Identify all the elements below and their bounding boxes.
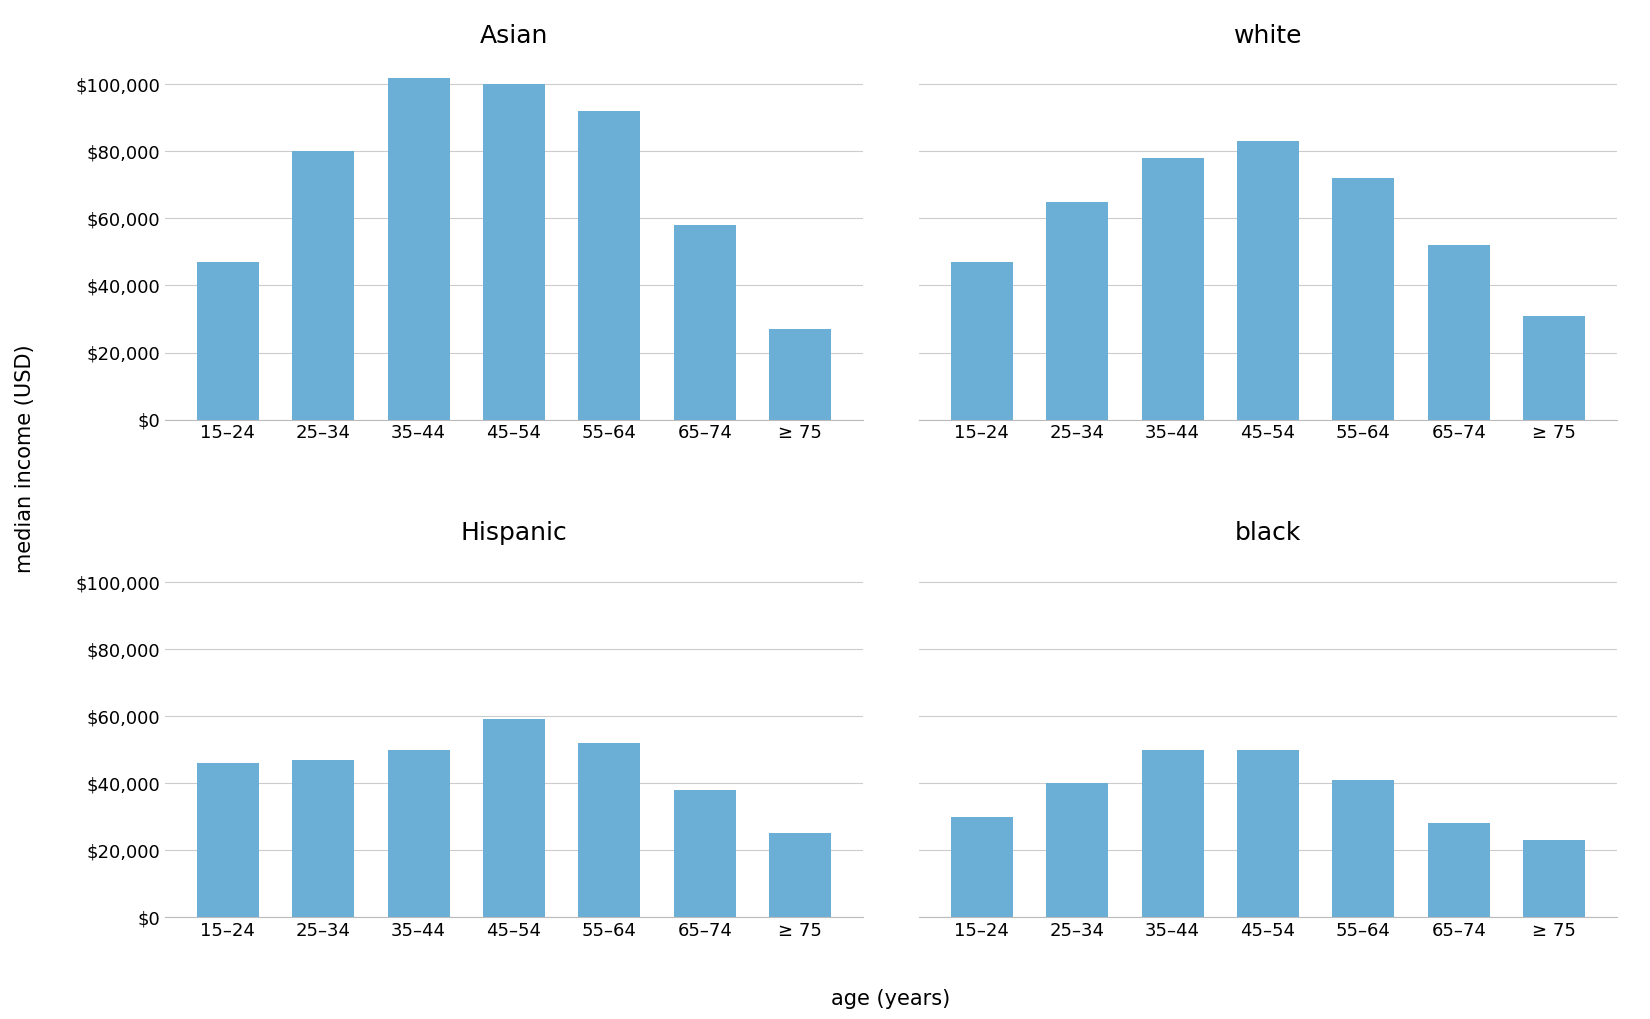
- Bar: [388, 750, 449, 917]
- Bar: [950, 262, 1013, 420]
- Bar: [1333, 178, 1394, 420]
- Bar: [769, 834, 832, 917]
- Bar: [292, 759, 355, 917]
- Bar: [1238, 142, 1299, 420]
- Bar: [483, 85, 544, 420]
- Bar: [1046, 783, 1109, 917]
- Bar: [1523, 840, 1586, 917]
- Bar: [1142, 158, 1203, 420]
- Text: age (years): age (years): [832, 988, 950, 1009]
- Title: white: white: [1234, 23, 1302, 48]
- Title: Asian: Asian: [480, 23, 548, 48]
- Text: median income (USD): median income (USD): [15, 344, 35, 573]
- Bar: [483, 719, 544, 917]
- Bar: [1523, 316, 1586, 420]
- Bar: [1238, 750, 1299, 917]
- Bar: [950, 816, 1013, 917]
- Bar: [673, 790, 736, 917]
- Bar: [579, 743, 640, 917]
- Bar: [673, 225, 736, 420]
- Bar: [1427, 246, 1490, 420]
- Title: black: black: [1234, 521, 1302, 545]
- Bar: [388, 77, 449, 420]
- Bar: [1333, 780, 1394, 917]
- Bar: [196, 763, 259, 917]
- Bar: [579, 111, 640, 420]
- Bar: [196, 262, 259, 420]
- Bar: [1046, 202, 1109, 420]
- Bar: [769, 329, 832, 420]
- Bar: [1142, 750, 1203, 917]
- Title: Hispanic: Hispanic: [460, 521, 568, 545]
- Bar: [292, 152, 355, 420]
- Bar: [1427, 823, 1490, 917]
